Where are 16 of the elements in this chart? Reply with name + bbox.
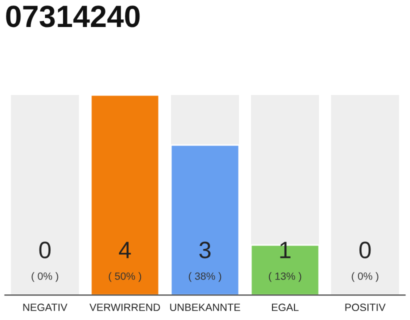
data-label: 4 bbox=[118, 242, 131, 258]
data-label: 0 bbox=[39, 242, 51, 258]
annotation: ( 0% ) bbox=[352, 272, 378, 282]
data-label: 3 bbox=[199, 242, 211, 258]
x-tick-label: NEGATIV bbox=[23, 304, 68, 312]
data-label: 0 bbox=[359, 242, 371, 258]
data-label: 1 bbox=[280, 242, 290, 258]
chart-title: 07314240 bbox=[6, 6, 140, 28]
annotation: ( 50% ) bbox=[108, 272, 142, 282]
x-tick-label: POSITIV bbox=[345, 304, 386, 312]
x-tick-label: EGAL bbox=[272, 304, 299, 312]
x-tick-label: UNBEKANNTE bbox=[170, 304, 240, 312]
annotation: ( 13% ) bbox=[268, 272, 302, 282]
annotation: ( 0% ) bbox=[32, 272, 58, 282]
annotation: ( 38% ) bbox=[188, 272, 222, 282]
x-tick-label: VERWIRREND bbox=[90, 304, 160, 311]
